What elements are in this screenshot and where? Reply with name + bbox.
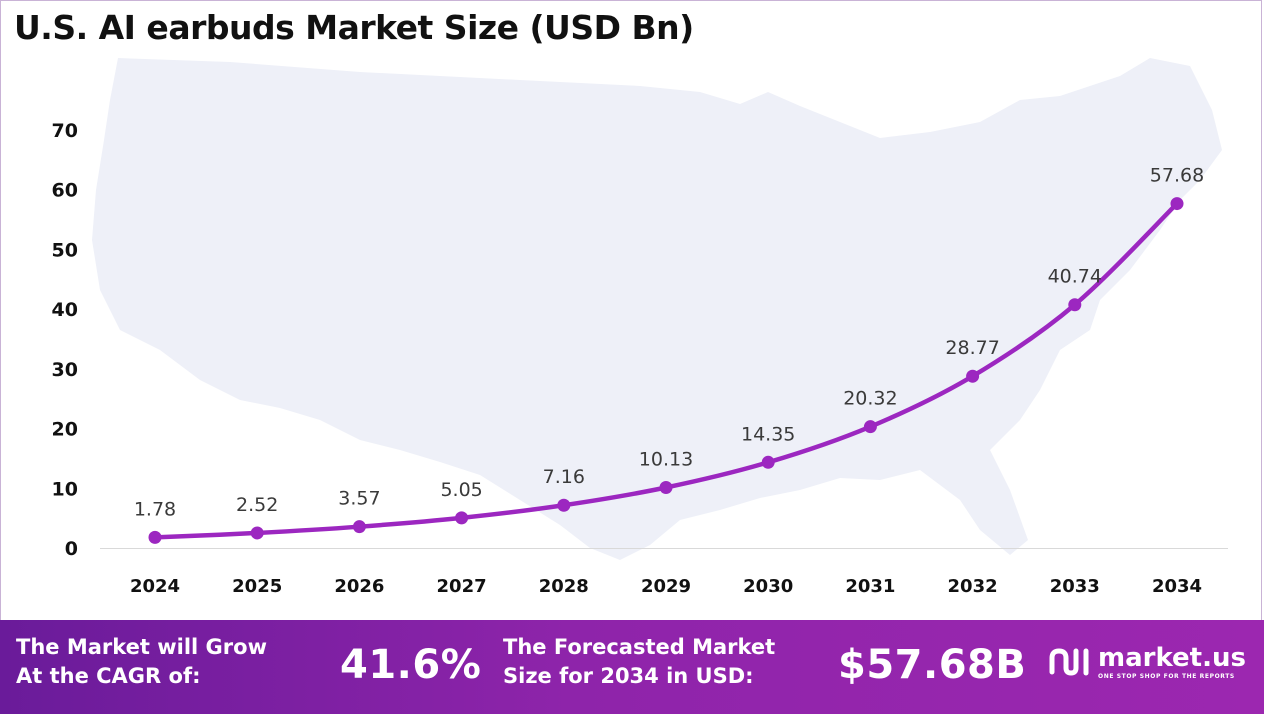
market-us-logo-icon xyxy=(1049,648,1089,676)
data-point xyxy=(1170,197,1184,211)
x-tick-label: 2027 xyxy=(437,576,487,597)
forecast-label: The Forecasted Market Size for 2034 in U… xyxy=(503,633,775,691)
x-axis: 2024 2025 2026 2027 2028 2029 2030 2031 2032 2033… xyxy=(130,576,1202,597)
brand-tagline: ONE STOP SHOP FOR THE REPORTS xyxy=(1098,673,1235,680)
data-point xyxy=(352,520,366,534)
x-tick-label: 2034 xyxy=(1152,576,1202,597)
forecast-value: $57.68B xyxy=(838,642,1027,688)
x-tick-label: 2031 xyxy=(845,576,895,597)
chart-title: U.S. AI earbuds Market Size (USD Bn) xyxy=(14,8,694,47)
data-label: 5.05 xyxy=(440,479,482,501)
y-axis: 0 10 20 30 40 50 60 70 xyxy=(52,120,78,560)
y-tick-label: 30 xyxy=(52,359,78,381)
y-tick-label: 40 xyxy=(52,299,78,321)
forecast-label-line-2: Size for 2034 in USD: xyxy=(503,664,754,688)
x-tick-label: 2025 xyxy=(232,576,282,597)
y-tick-label: 20 xyxy=(52,419,78,441)
data-label: 57.68 xyxy=(1150,165,1204,187)
data-label: 1.78 xyxy=(134,498,176,520)
x-tick-label: 2026 xyxy=(334,576,384,597)
data-point xyxy=(863,420,877,434)
data-label: 2.52 xyxy=(236,494,278,516)
forecast-label-line-1: The Forecasted Market xyxy=(503,635,776,659)
cagr-label-line-1: The Market will Grow xyxy=(16,635,267,659)
cagr-label: The Market will Grow At the CAGR of: xyxy=(16,633,267,691)
data-point xyxy=(1068,298,1082,312)
x-tick-label: 2030 xyxy=(743,576,793,597)
y-tick-label: 60 xyxy=(52,180,78,202)
cagr-value: 41.6% xyxy=(340,642,482,688)
data-point xyxy=(250,526,264,540)
brand-text: market.us ONE STOP SHOP FOR THE REPORTS xyxy=(1098,643,1246,681)
brand-logo: market.us ONE STOP SHOP FOR THE REPORTS xyxy=(1046,642,1246,682)
series-market-size xyxy=(148,197,1184,544)
data-point xyxy=(557,498,571,512)
x-tick-label: 2029 xyxy=(641,576,691,597)
y-tick-label: 70 xyxy=(52,120,78,142)
y-tick-label: 10 xyxy=(52,478,78,500)
data-point xyxy=(966,369,980,383)
data-point xyxy=(761,455,775,469)
data-label: 28.77 xyxy=(945,337,999,359)
x-tick-label: 2033 xyxy=(1050,576,1100,597)
data-label: 10.13 xyxy=(639,449,693,471)
data-label: 20.32 xyxy=(843,388,897,410)
brand-name: market.us xyxy=(1098,643,1246,673)
y-tick-label: 0 xyxy=(65,538,78,560)
data-point xyxy=(659,481,673,495)
data-label: 40.74 xyxy=(1048,266,1102,288)
data-point xyxy=(455,511,469,525)
data-label: 14.35 xyxy=(741,423,795,445)
summary-banner: The Market will Grow At the CAGR of: 41.… xyxy=(0,620,1264,714)
data-label: 7.16 xyxy=(543,466,585,488)
y-tick-label: 50 xyxy=(52,239,78,261)
data-label: 3.57 xyxy=(338,488,380,510)
us-map-silhouette xyxy=(92,58,1222,560)
cagr-label-line-2: At the CAGR of: xyxy=(16,664,201,688)
data-labels: 1.78 2.52 3.57 5.05 7.16 10.13 14.35 20.32 28.77… xyxy=(134,165,1204,521)
data-point xyxy=(148,530,162,544)
x-tick-label: 2032 xyxy=(948,576,998,597)
x-tick-label: 2028 xyxy=(539,576,589,597)
x-tick-label: 2024 xyxy=(130,576,180,597)
